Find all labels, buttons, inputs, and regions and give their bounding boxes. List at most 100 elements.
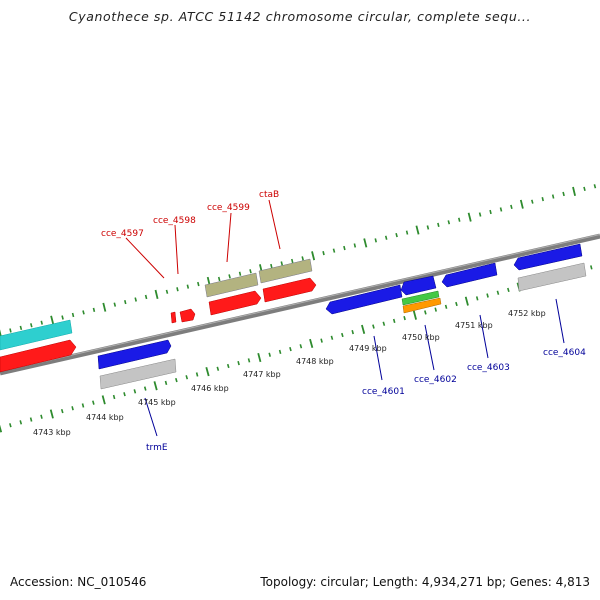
lower-minor-tick	[164, 380, 168, 386]
feature-teal-left[interactable]	[0, 319, 73, 351]
lower-major-tick	[49, 409, 54, 419]
upper-minor-tick	[489, 209, 492, 215]
lower-minor-tick	[237, 361, 240, 366]
leader-cce-4603	[479, 314, 489, 359]
kbp-label-4743: 4743 kbp	[33, 428, 71, 437]
map-title: Cyanothece sp. ATCC 51142 chromosome cir…	[68, 9, 532, 24]
feature-cce-4597[interactable]	[170, 311, 177, 324]
kbp-label-4752: 4752 kbp	[508, 309, 546, 318]
feature-cce-4599-olive[interactable]	[204, 272, 259, 298]
feature-cce-4599-red[interactable]	[208, 290, 262, 316]
feature-cce-4602-green[interactable]	[401, 290, 440, 306]
lower-minor-tick	[320, 338, 323, 343]
lower-minor-tick	[507, 287, 510, 293]
leader-cce-4597	[125, 237, 165, 279]
lower-minor-tick	[29, 417, 33, 422]
lower-major-tick	[0, 424, 3, 433]
feature-cce-4601[interactable]	[325, 284, 403, 315]
gene-label-cce-4597[interactable]: cce_4597	[101, 229, 144, 239]
lower-minor-tick	[496, 290, 500, 295]
lower-minor-tick	[486, 293, 489, 298]
feature-cce-4604-blue[interactable]	[513, 243, 583, 271]
feature-ctab-red[interactable]	[262, 277, 317, 303]
upper-minor-tick	[437, 222, 440, 227]
feature-cce-4602-orange[interactable]	[402, 297, 442, 314]
lower-minor-tick	[247, 358, 251, 363]
gene-label-cce-4603[interactable]: cce_4603	[467, 363, 510, 373]
lower-minor-tick	[341, 332, 344, 338]
upper-minor-tick	[82, 310, 85, 315]
lower-minor-tick	[434, 307, 437, 312]
upper-major-tick	[102, 302, 107, 312]
lower-minor-tick	[19, 420, 23, 425]
lower-minor-tick	[112, 394, 116, 400]
upper-minor-tick	[458, 217, 461, 222]
lower-major-tick	[361, 324, 366, 334]
gene-label-cce-4604[interactable]: cce_4604	[543, 348, 586, 358]
leader-cce-4599	[226, 212, 232, 263]
genome-summary-text: Topology: circular; Length: 4,934,271 bp…	[260, 575, 590, 589]
upper-minor-tick	[395, 233, 398, 238]
chromosome-backbone-highlight	[0, 234, 600, 372]
upper-minor-tick	[551, 194, 555, 199]
feature-cce-4602-blue[interactable]	[400, 275, 437, 296]
lower-minor-tick	[60, 408, 64, 414]
kbp-label-4745: 4745 kbp	[138, 398, 176, 407]
upper-minor-tick	[353, 243, 357, 248]
upper-minor-tick	[562, 191, 565, 197]
gene-label-ctab[interactable]: ctaB	[259, 190, 279, 200]
upper-minor-tick	[9, 328, 12, 333]
upper-minor-tick	[374, 238, 377, 243]
lower-major-tick	[101, 395, 106, 405]
lower-minor-tick	[299, 344, 303, 349]
leader-cce-4598	[174, 224, 179, 275]
lower-minor-tick	[71, 406, 74, 411]
lower-minor-tick	[382, 321, 386, 326]
feature-cce-4604-gray[interactable]	[517, 262, 587, 292]
lower-minor-tick	[392, 318, 396, 324]
feature-trme-gray[interactable]	[99, 358, 177, 390]
gene-label-cce-4602[interactable]: cce_4602	[414, 375, 457, 385]
lower-minor-tick	[475, 296, 479, 301]
upper-major-tick	[50, 315, 55, 325]
upper-minor-tick	[280, 261, 284, 266]
lower-minor-tick	[175, 377, 178, 383]
leader-cce-4601	[373, 335, 383, 381]
upper-minor-tick	[124, 300, 127, 305]
upper-minor-tick	[186, 284, 190, 289]
upper-minor-tick	[270, 263, 273, 269]
kbp-label-4747: 4747 kbp	[243, 370, 281, 379]
leader-trme	[144, 397, 158, 437]
gene-label-cce-4598[interactable]: cce_4598	[153, 216, 196, 226]
lower-major-tick	[153, 381, 158, 391]
lower-minor-tick	[289, 346, 292, 352]
gene-label-cce-4599[interactable]: cce_4599	[207, 203, 250, 213]
feature-trme-blue[interactable]	[97, 339, 172, 370]
feature-ctab-olive[interactable]	[258, 258, 313, 284]
upper-minor-tick	[593, 184, 597, 189]
lower-minor-tick	[444, 304, 448, 309]
lower-minor-tick	[9, 423, 12, 428]
lower-minor-tick	[81, 403, 85, 408]
upper-minor-tick	[134, 297, 137, 302]
lower-minor-tick	[268, 352, 271, 357]
lower-minor-tick	[185, 375, 189, 380]
upper-minor-tick	[478, 212, 482, 217]
lower-minor-tick	[278, 349, 282, 355]
feature-cce-4598[interactable]	[179, 308, 196, 323]
feature-red-left[interactable]	[0, 339, 77, 373]
lower-minor-tick	[372, 324, 375, 329]
feature-cce-4603[interactable]	[441, 262, 498, 288]
gene-label-trme[interactable]: trmE	[146, 443, 168, 453]
upper-minor-tick	[332, 248, 336, 253]
upper-minor-tick	[510, 204, 513, 209]
upper-minor-tick	[426, 225, 430, 230]
lower-major-tick	[309, 338, 314, 349]
gene-label-cce-4601[interactable]: cce_4601	[362, 387, 405, 397]
upper-minor-tick	[92, 307, 96, 312]
upper-minor-tick	[291, 258, 294, 264]
upper-minor-tick	[238, 271, 242, 276]
upper-minor-tick	[583, 186, 586, 191]
upper-major-tick	[154, 289, 159, 300]
